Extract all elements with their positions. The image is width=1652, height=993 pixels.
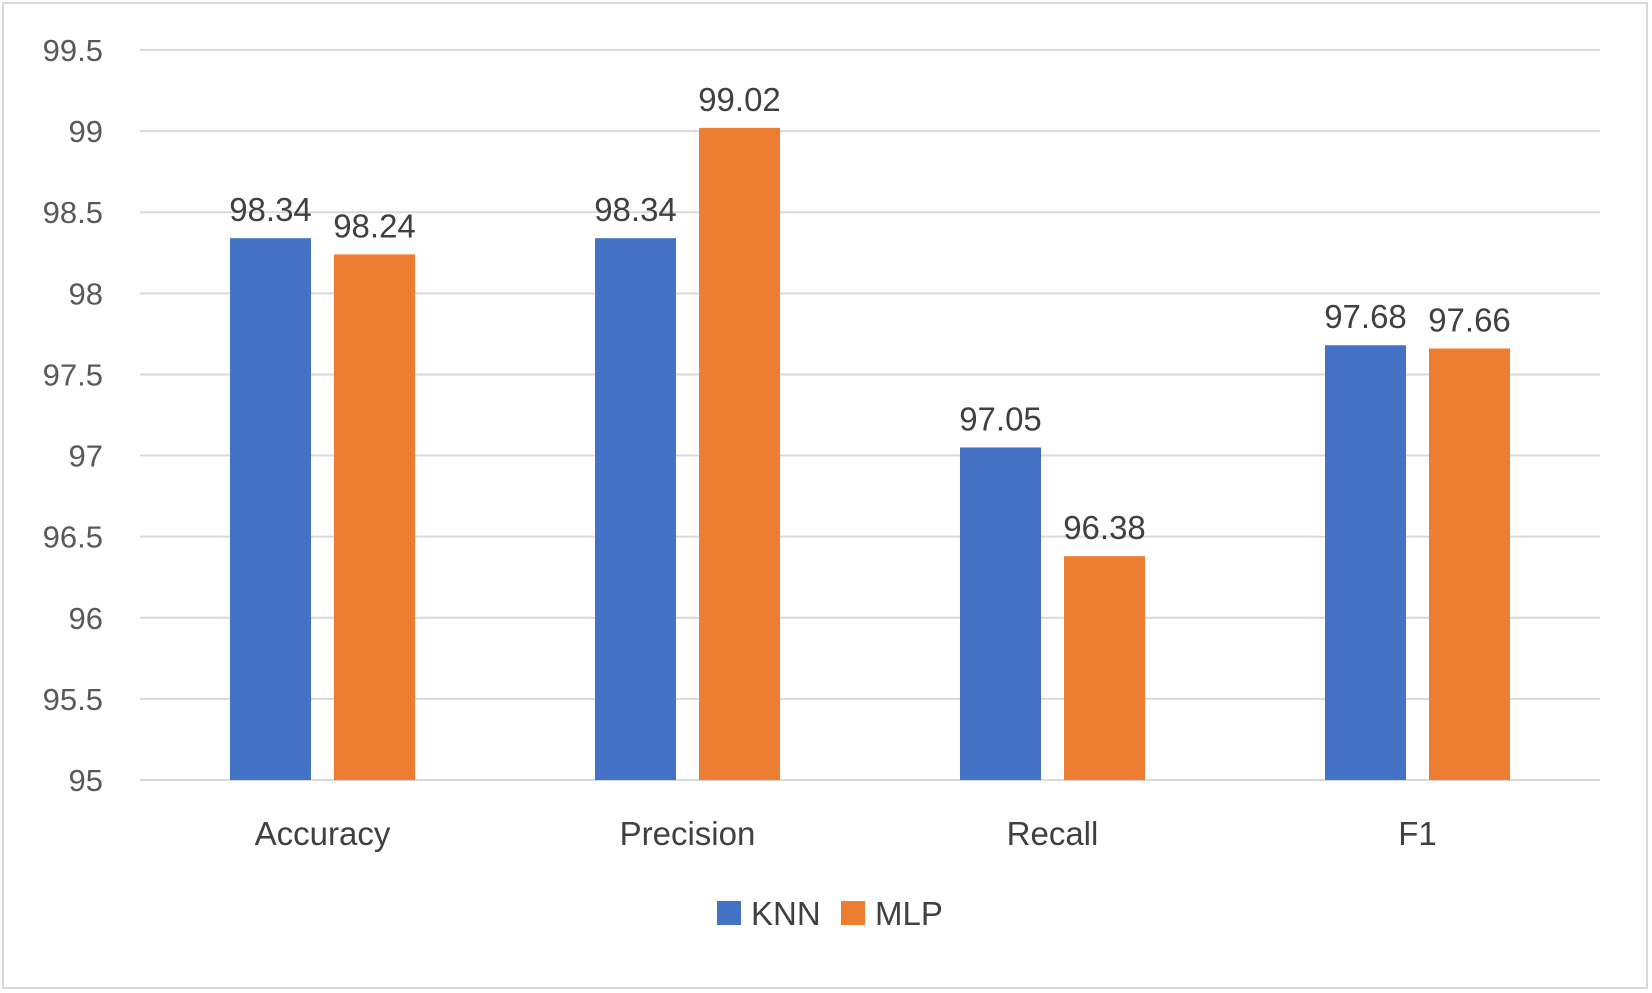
y-tick-label: 96 — [69, 601, 103, 636]
bar-knn-recall — [960, 447, 1041, 780]
y-tick-label: 96.5 — [43, 520, 103, 555]
category-label: Precision — [620, 815, 756, 852]
y-axis-tick-labels: 95 95.5 96 96.5 97 97.5 98 98.5 99 99.5 — [43, 33, 103, 798]
y-tick-label: 98 — [69, 276, 103, 311]
y-tick-label: 97 — [69, 439, 103, 474]
bar-mlp-accuracy — [334, 254, 415, 780]
y-tick-label: 98.5 — [43, 195, 103, 230]
bar-mlp-precision — [699, 127, 780, 780]
data-label: 97.66 — [1428, 301, 1511, 338]
y-tick-label: 99 — [69, 114, 103, 149]
legend: KNN MLP — [717, 895, 943, 932]
bar-mlp-recall — [1064, 556, 1145, 780]
category-label: Accuracy — [255, 815, 391, 852]
data-label: 97.68 — [1324, 298, 1407, 335]
data-label: 98.34 — [594, 191, 677, 228]
category-labels: Accuracy Precision Recall F1 — [255, 815, 1437, 852]
y-tick-label: 97.5 — [43, 357, 103, 392]
y-tick-label: 95.5 — [43, 682, 103, 717]
data-label: 98.24 — [333, 207, 416, 244]
data-labels: 98.34 98.24 98.34 99.02 97.05 96.38 97.68 97.66 — [229, 81, 1511, 546]
data-label: 98.34 — [229, 191, 312, 228]
category-label: Recall — [1007, 815, 1099, 852]
legend-label-mlp: MLP — [875, 895, 943, 932]
bar-mlp-f1 — [1429, 348, 1510, 780]
data-label: 99.02 — [698, 81, 781, 118]
bar-knn-f1 — [1325, 345, 1406, 780]
data-label: 96.38 — [1063, 509, 1146, 546]
legend-swatch-mlp — [841, 901, 865, 925]
category-label: F1 — [1398, 815, 1437, 852]
y-tick-label: 95 — [69, 763, 103, 798]
y-tick-label: 99.5 — [43, 33, 103, 68]
bar-knn-accuracy — [230, 238, 311, 780]
legend-swatch-knn — [717, 901, 741, 925]
data-label: 97.05 — [959, 400, 1042, 437]
legend-label-knn: KNN — [751, 895, 821, 932]
bars — [230, 127, 1510, 780]
bar-knn-precision — [595, 238, 676, 780]
